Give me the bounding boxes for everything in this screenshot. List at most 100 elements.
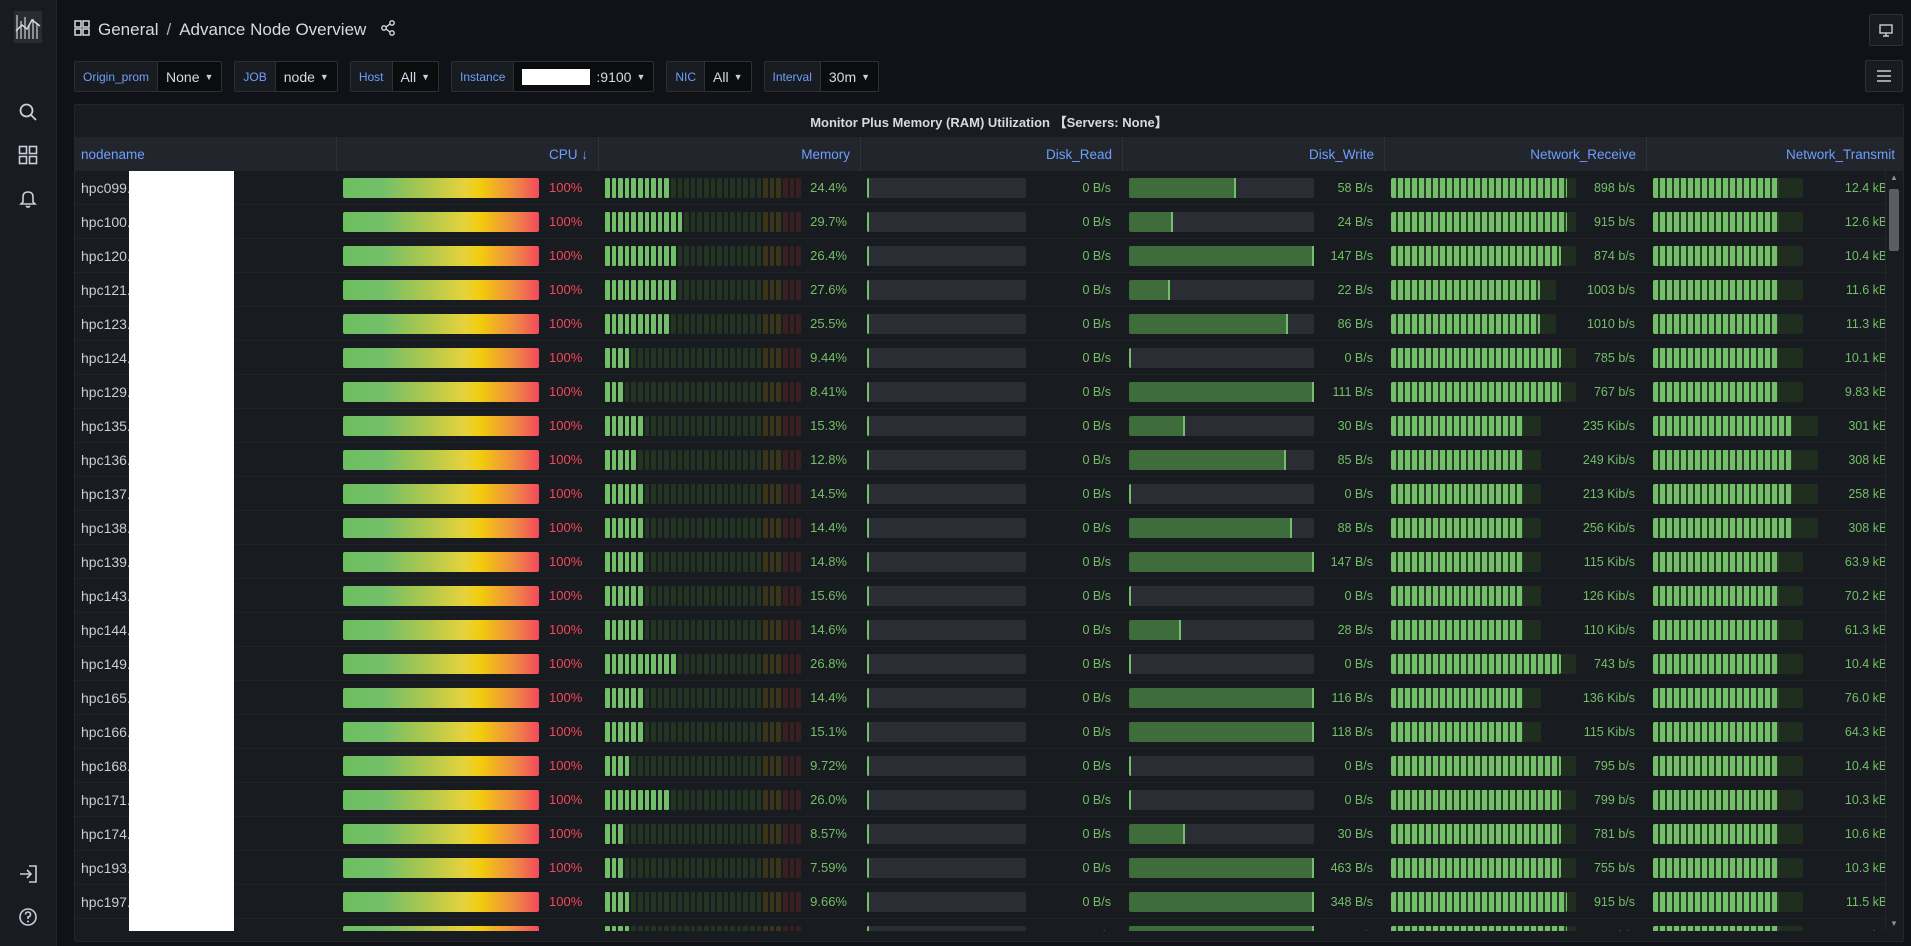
- cpu-gradient-bar: [343, 518, 539, 538]
- network-receive-bar-bg: [1391, 790, 1576, 810]
- column-header-network-transmit[interactable]: Network_Transmit: [1785, 146, 1895, 162]
- disk-write-bar-bg: [1129, 790, 1314, 810]
- column-header-nodename[interactable]: nodename: [75, 137, 337, 171]
- search-icon[interactable]: [16, 100, 40, 124]
- memory-gauge-segment: [618, 382, 623, 402]
- column-header-network-receive[interactable]: Network_Receive: [1385, 137, 1647, 171]
- memory-gauge-segment: [756, 688, 762, 708]
- hamburger-menu-button[interactable]: [1865, 60, 1903, 92]
- memory-gauge-segment: [611, 518, 617, 538]
- memory-gauge-segment: [776, 586, 782, 606]
- memory-value: 9.08%: [810, 919, 847, 931]
- memory-gauge-segment: [756, 382, 762, 402]
- memory-gauge-segment: [618, 178, 623, 198]
- table-row: hpc124. 100% 9.44% 0 B/s 0 B/s 785 b/s 10.1 kB…: [75, 333, 1885, 383]
- panel-title[interactable]: Monitor Plus Memory (RAM) Utilization 【S…: [810, 114, 1168, 130]
- dashboards-icon[interactable]: [16, 143, 40, 167]
- memory-gauge-segment: [624, 450, 630, 470]
- share-icon[interactable]: [380, 19, 396, 41]
- memory-gauge-segment: [664, 212, 669, 232]
- memory-gauge-segment: [677, 688, 683, 708]
- cell-cpu: 100%: [337, 851, 599, 885]
- memory-gauge-segment: [783, 824, 788, 844]
- disk-read-bar-bg: [867, 926, 1026, 931]
- column-header-memory[interactable]: Memory: [599, 137, 861, 171]
- memory-gauge-segment: [637, 688, 643, 708]
- disk-write-value: 348 B/s: [1330, 895, 1373, 909]
- memory-gauge-segment: [769, 280, 775, 300]
- disk-read-bar-bg: [867, 586, 1026, 606]
- disk-read-bar-bg: [867, 790, 1026, 810]
- memory-gauge-segment: [664, 314, 669, 334]
- variable-select-job[interactable]: node ▼: [274, 61, 338, 92]
- memory-gauge-segment: [789, 620, 795, 640]
- memory-gauge-segment: [750, 246, 755, 266]
- memory-gauge-segment: [651, 314, 656, 334]
- memory-gauge-segment: [677, 484, 683, 504]
- sign-in-icon[interactable]: [16, 862, 40, 886]
- memory-lcd-gauge: [605, 654, 801, 674]
- network-receive-bar-bg: [1391, 620, 1541, 640]
- dashboard-title[interactable]: Advance Node Overview: [179, 20, 367, 39]
- memory-gauge-segment: [611, 892, 617, 912]
- memory-gauge-segment: [684, 926, 689, 931]
- table-row: hpc149. 100% 26.8% 0 B/s 0 B/s 743 b/s 10.4 kB…: [75, 639, 1885, 689]
- variable-select-nic[interactable]: All ▼: [704, 61, 752, 92]
- table-scrollbar[interactable]: ▲ ▼: [1885, 171, 1901, 931]
- memory-gauge-segment: [670, 382, 676, 402]
- variable-label: NIC: [666, 61, 705, 92]
- disk-read-bar-bg: [867, 824, 1026, 844]
- memory-gauge-segment: [796, 620, 801, 640]
- disk-write-value: 28 B/s: [1337, 623, 1373, 637]
- memory-gauge-segment: [703, 926, 709, 931]
- scrollbar-thumb[interactable]: [1889, 189, 1899, 251]
- column-header-disk-read[interactable]: Disk_Read: [861, 137, 1123, 171]
- grafana-logo-icon[interactable]: [14, 11, 42, 43]
- memory-gauge-segment: [717, 416, 722, 436]
- cell-disk-read: 0 B/s: [861, 273, 1123, 307]
- table-row: hpc168. 100% 9.72% 0 B/s 0 B/s 795 b/s 10.4 kB…: [75, 741, 1885, 791]
- help-icon[interactable]: [16, 905, 40, 929]
- alerting-bell-icon[interactable]: [16, 186, 40, 210]
- tv-mode-button[interactable]: [1869, 14, 1903, 46]
- memory-gauge-segment: [644, 756, 650, 776]
- network-transmit-bar-bg: [1653, 178, 1803, 198]
- scroll-up-icon[interactable]: ▲: [1890, 173, 1898, 182]
- memory-gauge-segment: [605, 654, 610, 674]
- variable-select-origin-prom[interactable]: None ▼: [157, 61, 223, 92]
- column-header-cpu[interactable]: CPU ↓: [337, 137, 599, 171]
- network-receive-bar-fill: [1391, 654, 1562, 674]
- memory-lcd-gauge: [605, 178, 801, 198]
- variable-select-host[interactable]: All ▼: [391, 61, 440, 92]
- memory-gauge-segment: [631, 722, 636, 742]
- cell-network-receive: 249 Kib/s: [1385, 443, 1647, 477]
- disk-read-value: 0 B/s: [1082, 759, 1112, 773]
- network-receive-bar-fill: [1391, 450, 1523, 470]
- memory-gauge-segment: [670, 246, 676, 266]
- disk-read-bar-fill: [867, 892, 869, 912]
- node-name-text: hpc139.: [81, 554, 131, 570]
- memory-gauge-segment: [710, 756, 716, 776]
- folder-link[interactable]: General: [98, 20, 159, 39]
- memory-gauge-segment: [789, 790, 795, 810]
- cell-cpu: 100%: [337, 613, 599, 647]
- table-row: hpc136. 100% 12.8% 0 B/s 85 B/s 249 Kib/s 308 …: [75, 435, 1885, 485]
- memory-gauge-segment: [690, 756, 696, 776]
- node-name-text: hpc166.: [81, 724, 131, 740]
- variable-select-instance[interactable]: :9100 ▼: [513, 61, 655, 92]
- variable-select-interval[interactable]: 30m ▼: [819, 61, 880, 92]
- memory-gauge-segment: [750, 450, 755, 470]
- column-header-disk-write[interactable]: Disk_Write: [1123, 137, 1385, 171]
- variable-value: 30m: [828, 68, 857, 85]
- memory-gauge-segment: [723, 654, 729, 674]
- memory-gauge-segment: [624, 178, 630, 198]
- memory-gauge-segment: [763, 212, 768, 232]
- memory-gauge-segment: [624, 586, 630, 606]
- network-transmit-bar-bg: [1653, 620, 1803, 640]
- disk-read-bar-fill: [867, 824, 869, 844]
- scroll-down-icon[interactable]: ▼: [1890, 919, 1898, 928]
- network-receive-bar-fill: [1391, 790, 1562, 810]
- network-receive-value: 781 b/s: [1593, 827, 1635, 841]
- memory-gauge-segment: [624, 552, 630, 572]
- variable-value: None: [166, 68, 200, 85]
